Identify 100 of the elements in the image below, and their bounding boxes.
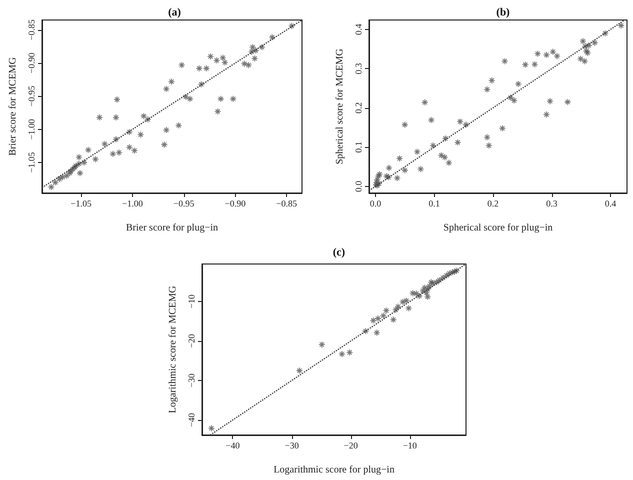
- y-tick-label: 0.0: [354, 180, 364, 192]
- point: [338, 350, 346, 358]
- y-axis-title: Brier score for MCEMG: [8, 57, 18, 156]
- point: [131, 147, 138, 154]
- point: [80, 159, 88, 166]
- point: [446, 270, 453, 277]
- point: [144, 116, 152, 123]
- y-tick-label: −1.00: [26, 118, 36, 140]
- point: [92, 156, 99, 163]
- point: [288, 22, 296, 30]
- point: [374, 315, 382, 322]
- x-tick-label: −10: [402, 440, 418, 450]
- point: [96, 114, 103, 121]
- point: [251, 54, 258, 62]
- point: [208, 424, 215, 432]
- y-tick-label: −30: [186, 372, 196, 388]
- y-tick-label: −0.95: [26, 85, 36, 107]
- y-tick-label: 0.4: [354, 23, 364, 36]
- point: [230, 95, 237, 102]
- point: [456, 118, 464, 126]
- point: [252, 47, 260, 54]
- point: [546, 98, 554, 105]
- point: [59, 174, 66, 181]
- y-tick-label: −40: [186, 412, 196, 428]
- point: [445, 159, 452, 166]
- point: [390, 316, 397, 324]
- point: [577, 55, 584, 62]
- point: [433, 278, 440, 286]
- point: [112, 136, 120, 143]
- point: [114, 96, 120, 103]
- point: [219, 54, 226, 62]
- point: [564, 98, 572, 106]
- x-tick-label: −0.85: [276, 198, 298, 208]
- point: [522, 61, 529, 68]
- point: [101, 140, 108, 148]
- point: [346, 349, 354, 356]
- y-tick-label: −0.90: [26, 52, 36, 74]
- x-tick-label: 0.1: [428, 198, 440, 208]
- chart-title: (b): [496, 6, 510, 18]
- point: [109, 150, 116, 158]
- point: [373, 329, 380, 336]
- point: [112, 114, 120, 121]
- point: [362, 328, 370, 335]
- x-tick-label: 0.3: [546, 198, 558, 208]
- x-tick-label: 0.0: [370, 198, 382, 208]
- point: [392, 306, 400, 314]
- point: [401, 166, 408, 174]
- point: [198, 80, 205, 88]
- point: [484, 86, 491, 93]
- point: [178, 62, 186, 69]
- point: [443, 272, 450, 279]
- point: [241, 60, 248, 68]
- point: [417, 166, 424, 173]
- point: [162, 85, 170, 92]
- point: [454, 138, 462, 146]
- point: [554, 52, 561, 60]
- point: [396, 155, 404, 162]
- point: [126, 144, 133, 151]
- point: [543, 51, 550, 58]
- point: [430, 142, 437, 149]
- point: [440, 274, 446, 282]
- point: [196, 64, 203, 72]
- point: [296, 367, 303, 374]
- point: [245, 62, 252, 69]
- point: [214, 108, 222, 115]
- point: [202, 64, 210, 72]
- point: [221, 58, 228, 66]
- point: [401, 121, 408, 128]
- point: [318, 341, 326, 348]
- point: [76, 170, 84, 177]
- point: [550, 48, 556, 56]
- point: [591, 39, 598, 46]
- point: [175, 122, 182, 129]
- point: [424, 293, 432, 300]
- point: [488, 76, 496, 84]
- point: [484, 134, 491, 141]
- point: [462, 121, 470, 128]
- point: [507, 94, 514, 102]
- x-tick-label: −30: [284, 440, 300, 450]
- point: [186, 95, 194, 102]
- point: [268, 34, 276, 41]
- point: [582, 42, 589, 50]
- point: [405, 304, 412, 312]
- point: [602, 30, 609, 37]
- point: [394, 174, 401, 182]
- point: [137, 131, 144, 138]
- point: [182, 93, 190, 100]
- point: [370, 317, 377, 324]
- point: [618, 22, 625, 29]
- point: [84, 146, 92, 154]
- point: [448, 268, 456, 276]
- point: [442, 135, 449, 142]
- point: [534, 50, 542, 58]
- point: [376, 180, 382, 188]
- y-tick-label: −20: [186, 333, 196, 348]
- point: [126, 128, 133, 136]
- point: [409, 290, 416, 297]
- point: [428, 116, 435, 124]
- point: [412, 290, 420, 298]
- point: [162, 126, 170, 134]
